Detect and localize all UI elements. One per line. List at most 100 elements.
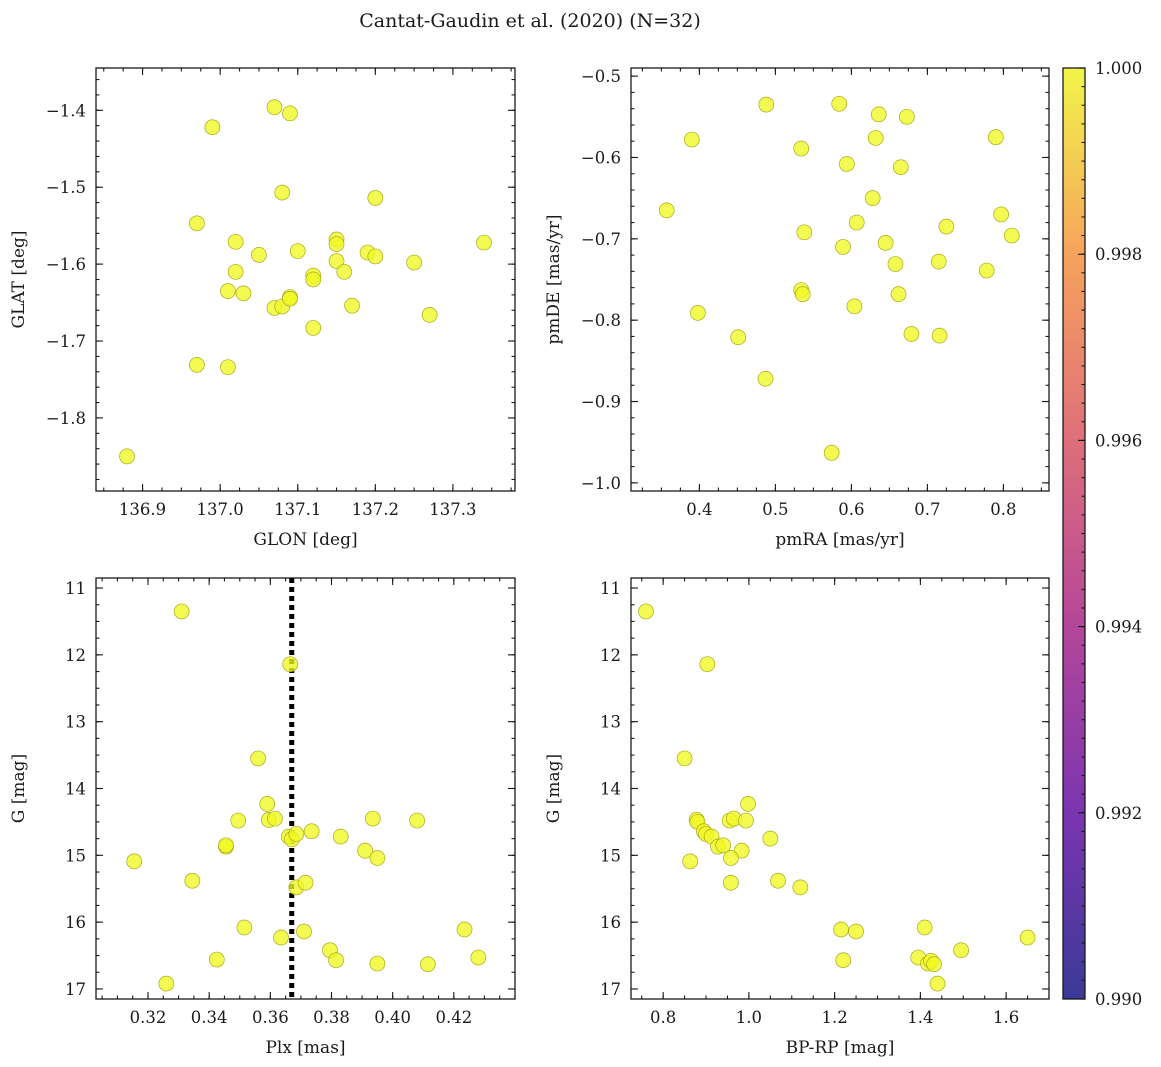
data-point <box>367 190 384 206</box>
data-point <box>273 929 289 946</box>
data-point <box>274 184 291 201</box>
x-tick-label: 0.4 <box>686 500 712 519</box>
x-axis-label: BP-RP [mag] <box>786 1038 895 1058</box>
data-point <box>369 955 386 972</box>
data-point <box>699 656 716 673</box>
panel-glon-glat: 136.9 137.0 137.1 137.2 137.3 −1.4 −1.5 −1.6 −1.… <box>9 67 516 550</box>
y-tick-label: −1.8 <box>46 409 86 428</box>
y-tick-label: −0.9 <box>581 393 621 412</box>
data-point <box>218 837 234 854</box>
x-tick-label: 137.1 <box>274 500 321 519</box>
data-point <box>204 119 221 136</box>
y-tick-label: 15 <box>65 846 86 865</box>
data-point <box>220 359 236 376</box>
data-point <box>119 448 135 465</box>
data-point <box>993 206 1009 223</box>
data-point <box>723 850 739 866</box>
data-point <box>793 140 810 157</box>
y-tick-label: 16 <box>600 913 621 932</box>
x-tick-label: 0.8 <box>650 1008 676 1027</box>
y-tick-label: −0.5 <box>581 67 621 86</box>
data-point <box>892 159 909 176</box>
x-tick-label: 137.2 <box>352 500 399 519</box>
y-axis-label: G [mag] <box>544 754 564 823</box>
data-point <box>831 95 848 112</box>
data-point <box>208 951 225 968</box>
y-axis-label: pmDE [mas/yr] <box>544 214 564 344</box>
panel-color-magnitude: 0.8 1.0 1.2 1.4 1.6 11 12 13 14 15 16 17 BP-RP [mag]… <box>544 577 1050 1058</box>
colorbar-tick-label: 0.994 <box>1095 618 1142 637</box>
data-point <box>978 262 995 279</box>
data-point <box>173 603 190 620</box>
x-tick-label: 1.0 <box>736 1008 762 1027</box>
colorbar-gradient <box>1063 68 1085 999</box>
data-point <box>715 837 732 854</box>
y-tick-label: 13 <box>600 713 621 732</box>
y-tick-label: −1.6 <box>46 255 86 274</box>
x-tick-label: 0.34 <box>191 1008 228 1027</box>
data-point <box>838 156 855 172</box>
x-axis-label: pmRA [mas/yr] <box>775 530 904 550</box>
colorbar-tick-label: 1.000 <box>1095 59 1142 78</box>
x-tick-label: 1.6 <box>993 1008 1019 1027</box>
data-point <box>227 263 244 280</box>
data-point <box>794 286 811 302</box>
data-point <box>848 923 864 940</box>
data-point <box>796 224 813 241</box>
data-point <box>740 796 756 812</box>
data-point <box>877 235 894 251</box>
y-axis-label: G [mag] <box>9 754 29 823</box>
y-tick-label: 17 <box>600 980 621 999</box>
data-point <box>288 826 305 842</box>
data-point <box>848 214 865 231</box>
y-tick-label: 13 <box>65 713 86 732</box>
data-point <box>938 218 955 235</box>
data-point <box>903 326 920 342</box>
x-tick-label: 0.42 <box>435 1008 472 1027</box>
data-point <box>282 656 299 673</box>
data-point <box>953 942 969 959</box>
x-tick-label: 0.32 <box>130 1008 167 1027</box>
x-tick-label: 0.36 <box>252 1008 289 1027</box>
x-tick-label: 137.0 <box>197 500 244 519</box>
y-tick-label: −0.7 <box>581 230 621 249</box>
data-point <box>456 921 473 938</box>
data-point <box>890 286 907 302</box>
y-tick-label: 12 <box>600 646 621 665</box>
colorbar-tick-label: 0.996 <box>1095 431 1142 450</box>
data-point <box>870 106 887 123</box>
data-point <box>987 129 1004 145</box>
data-point <box>676 750 693 767</box>
data-point <box>189 357 205 373</box>
data-point <box>305 320 322 336</box>
y-tick-label: 16 <box>65 913 86 932</box>
data-point <box>328 253 345 269</box>
data-point <box>730 329 747 346</box>
data-point <box>184 872 201 889</box>
y-tick-label: 17 <box>65 980 86 999</box>
data-point <box>266 99 283 116</box>
data-point <box>835 239 851 255</box>
data-point <box>758 96 775 113</box>
x-tick-label: 0.40 <box>374 1008 411 1027</box>
data-point <box>126 853 143 870</box>
x-tick-label: 136.9 <box>119 500 166 519</box>
data-point <box>762 830 779 847</box>
colorbar-tick-label: 0.998 <box>1095 245 1142 264</box>
data-point <box>690 305 706 321</box>
data-point <box>332 828 349 845</box>
x-tick-label: 1.2 <box>822 1008 848 1027</box>
data-point <box>267 810 283 827</box>
y-tick-label: −0.6 <box>581 148 621 167</box>
data-point <box>328 236 345 252</box>
y-axis-label: GLAT [deg] <box>9 230 29 328</box>
y-tick-label: 12 <box>65 646 86 665</box>
data-point <box>406 254 422 271</box>
x-tick-label: 0.5 <box>762 500 788 519</box>
data-point <box>158 975 175 992</box>
data-point <box>887 256 904 272</box>
x-axis-label: Plx [mas] <box>265 1038 345 1058</box>
data-point <box>929 975 946 992</box>
data-point <box>289 243 306 259</box>
data-point <box>835 952 852 969</box>
